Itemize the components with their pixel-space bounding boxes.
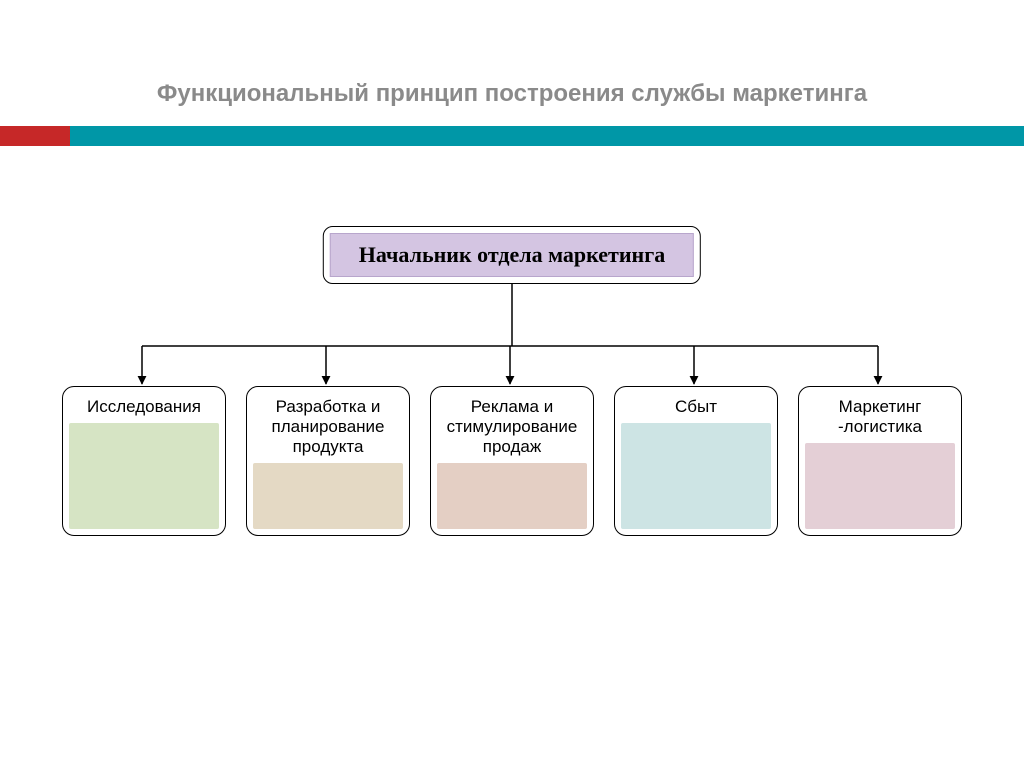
child-node-label: Маркетинг -логистика <box>805 393 955 443</box>
child-node-fill <box>805 443 955 529</box>
child-node: Реклама и стимулирование продаж <box>430 386 594 536</box>
stripe-red <box>0 126 70 146</box>
org-diagram: Начальник отдела маркетинга Исследования… <box>62 226 962 626</box>
child-node-fill <box>253 463 403 529</box>
children-row: Исследования Разработка и планирование пр… <box>62 386 962 536</box>
child-node-fill <box>69 423 219 529</box>
accent-stripe <box>0 126 1024 146</box>
child-node-fill <box>437 463 587 529</box>
root-node-label: Начальник отдела маркетинга <box>330 233 694 277</box>
child-node-label: Реклама и стимулирование продаж <box>437 393 587 463</box>
child-node: Маркетинг -логистика <box>798 386 962 536</box>
child-node: Исследования <box>62 386 226 536</box>
child-node: Разработка и планирование продукта <box>246 386 410 536</box>
child-node-label: Исследования <box>69 393 219 423</box>
page-title: Функциональный принцип построения службы… <box>0 0 1024 126</box>
root-node: Начальник отдела маркетинга <box>323 226 701 284</box>
stripe-teal <box>70 126 1024 146</box>
child-node: Сбыт <box>614 386 778 536</box>
child-node-label: Разработка и планирование продукта <box>253 393 403 463</box>
child-node-label: Сбыт <box>621 393 771 423</box>
child-node-fill <box>621 423 771 529</box>
